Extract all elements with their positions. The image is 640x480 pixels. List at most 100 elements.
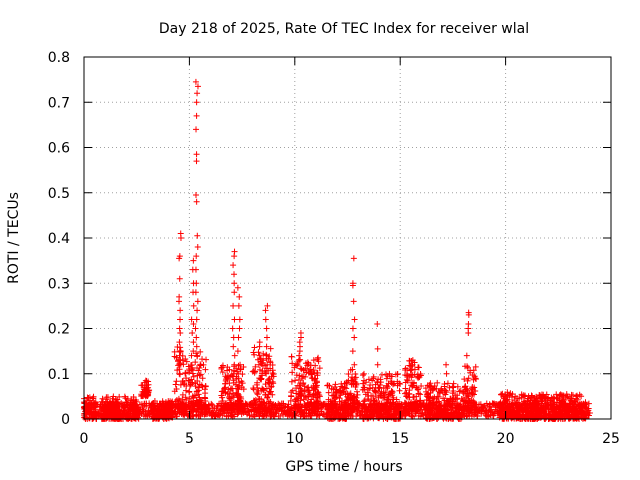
data-point [253,389,260,396]
data-point [193,151,200,158]
data-point [520,398,527,405]
data-point [403,393,410,400]
data-point [434,379,441,386]
data-point [437,403,444,410]
data-point [586,409,593,416]
data-point [578,393,585,400]
data-point [293,395,300,402]
data-point [396,387,403,394]
data-point [312,375,319,382]
data-point [418,382,425,389]
data-point [84,394,91,401]
data-point [245,407,252,414]
data-point [172,398,179,405]
data-point [130,406,137,413]
data-point [178,406,185,413]
data-point [388,380,395,387]
data-point [264,302,271,309]
data-point [504,402,511,409]
data-point [572,393,579,400]
data-point [370,373,377,380]
data-point [297,356,304,363]
data-point [191,406,198,413]
data-point [585,400,592,407]
x-tick-label: 0 [80,431,89,447]
data-point [148,402,155,409]
data-point [315,389,322,396]
data-point [499,404,506,411]
data-point [337,407,344,414]
x-tick-label: 5 [185,431,194,447]
data-point [263,334,270,341]
data-point [531,399,538,406]
data-point [314,356,321,363]
data-point [222,373,229,380]
x-tick-label: 15 [391,431,409,447]
data-point [161,412,168,419]
data-point [381,394,388,401]
data-point [361,386,368,393]
data-point [426,397,433,404]
data-point [251,344,258,351]
data-point [414,386,421,393]
data-point [352,371,359,378]
data-point [262,307,269,314]
data-point [225,386,232,393]
data-point [235,375,242,382]
data-point [449,396,456,403]
data-point [405,394,412,401]
data-point [313,400,320,407]
data-point [496,401,503,408]
data-point [528,411,535,418]
data-point [360,370,367,377]
data-point [295,358,302,365]
data-point [100,408,107,415]
data-point [186,369,193,376]
data-point [190,339,197,346]
data-point [254,384,261,391]
data-point [386,391,393,398]
data-point [353,381,360,388]
data-point [190,373,197,380]
data-point [351,334,358,341]
data-point [255,349,262,356]
data-point [394,404,401,411]
data-point [224,367,231,374]
data-point [162,414,169,421]
data-point [173,354,180,361]
y-tick-label: 0.7 [48,95,70,111]
data-point [529,406,536,413]
data-point [345,377,352,384]
data-point [188,316,195,323]
data-point [457,412,464,419]
data-point [563,408,570,415]
data-point [251,400,258,407]
data-point [89,406,96,413]
data-point [193,334,200,341]
data-point [193,402,200,409]
data-point [176,352,183,359]
data-point [336,387,343,394]
data-point [382,371,389,378]
data-point [230,343,237,350]
data-point [433,395,440,402]
data-point [408,399,415,406]
data-point [374,320,381,327]
data-point [373,389,380,396]
data-point [469,385,476,392]
data-point [414,406,421,413]
data-point [197,361,204,368]
data-point [177,330,184,337]
y-tick-label: 0.3 [48,276,70,292]
data-points [81,78,593,422]
data-point [354,404,361,411]
data-point [174,404,181,411]
data-point [422,407,429,414]
data-point [359,372,366,379]
chart-title: Day 218 of 2025, Rate Of TEC Index for r… [159,21,529,37]
data-point [196,384,203,391]
data-point [363,409,370,416]
data-point [323,405,330,412]
data-point [194,232,201,239]
